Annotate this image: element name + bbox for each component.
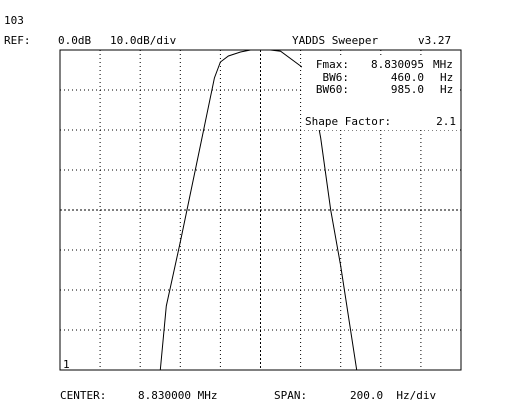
shape-factor-label: Shape Factor: xyxy=(305,115,391,128)
app-title: YADDS Sweeper xyxy=(292,34,379,47)
vertical-scale: 10.0dB/div xyxy=(110,34,177,47)
bw6-unit: Hz xyxy=(440,71,453,84)
plot-grid xyxy=(60,50,461,370)
fmax-unit: MHz xyxy=(433,58,453,71)
center-frequency: 8.830000 MHz xyxy=(138,389,218,402)
span-value: 200.0 Hz/div xyxy=(350,389,437,402)
fmax-label: Fmax: xyxy=(316,58,349,71)
marker-label: 1 xyxy=(63,358,70,371)
bw6-value: 460.0 xyxy=(391,71,424,84)
screen-id: 103 xyxy=(4,14,24,27)
span-label: SPAN: xyxy=(274,389,308,402)
bw60-label: BW60: xyxy=(316,83,349,96)
response-trace xyxy=(60,49,461,371)
fmax-value: 8.830095 xyxy=(371,58,424,71)
ref-label: REF: xyxy=(4,34,31,47)
center-label: CENTER: xyxy=(60,389,107,402)
bw60-value: 985.0 xyxy=(391,83,424,96)
ref-level: 0.0dB xyxy=(58,34,92,47)
shape-factor-value: 2.1 xyxy=(436,115,456,128)
bw6-label: BW6: xyxy=(323,71,350,84)
app-version: v3.27 xyxy=(418,34,452,47)
readout-box xyxy=(302,56,460,130)
bw60-unit: Hz xyxy=(440,83,453,96)
